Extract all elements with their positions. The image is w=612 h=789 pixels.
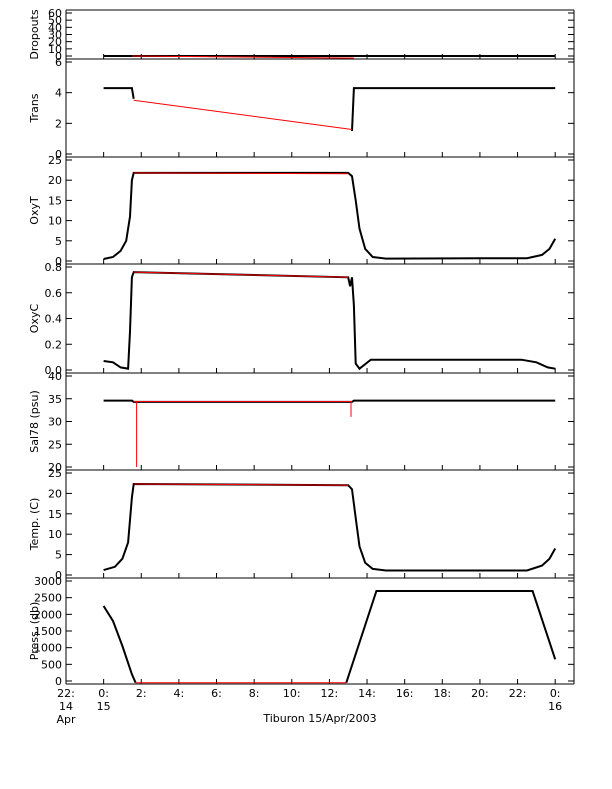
- x-tick-label: 16:: [396, 687, 414, 700]
- interpolated-series-line: [131, 55, 354, 59]
- y-tick-label: 40: [48, 370, 62, 383]
- y-tick-label: 5: [55, 235, 62, 248]
- y-tick-label: 5: [55, 549, 62, 562]
- y-tick-label: 6: [55, 56, 62, 69]
- y-tick-label: 0: [55, 255, 62, 268]
- x-tick-label: 16: [548, 700, 562, 713]
- panel-press-db-: 0 500 1000 1500 2000 2500 3000 Press. (db): [28, 575, 575, 688]
- y-tick-label: 1500: [34, 625, 62, 638]
- y-tick-label: 0: [55, 675, 62, 688]
- y-axis-title: Temp. (C): [28, 498, 41, 552]
- interpolated-series-line: [133, 172, 349, 175]
- interpolated-series-line: [133, 99, 353, 130]
- y-tick-label: 0: [55, 148, 62, 161]
- y-tick-label: 30: [48, 416, 62, 429]
- panel-trans: 0 2 4 6 Trans: [28, 56, 575, 161]
- x-tick-label: 10:: [283, 687, 301, 700]
- panel-oxyt: 0 5 10 15 20 25 OxyT: [28, 154, 575, 268]
- y-tick-label: 20: [48, 174, 62, 187]
- y-tick-label: 20: [48, 461, 62, 474]
- y-tick-label: 30: [48, 29, 62, 42]
- x-tick-label: 14: [59, 700, 73, 713]
- x-tick-label: 8:: [249, 687, 260, 700]
- y-tick-label: 60: [48, 7, 62, 20]
- y-tick-label: 1000: [34, 642, 62, 655]
- y-axis-title: OxyC: [28, 304, 41, 334]
- y-tick-label: 35: [48, 393, 62, 406]
- y-tick-label: 2500: [34, 592, 62, 605]
- y-axis-title: Press. (db): [28, 602, 41, 661]
- x-tick-label: 22:: [509, 687, 527, 700]
- panel-sal78-psu-: 20 25 30 35 40 Sal78 (psu): [28, 370, 575, 474]
- interpolated-series-line: [133, 271, 349, 278]
- data-series-line: [102, 605, 137, 684]
- y-tick-label: 4: [55, 87, 62, 100]
- x-tick-label: 2:: [136, 687, 147, 700]
- data-series-line: [103, 271, 556, 371]
- x-tick-label: 6:: [211, 687, 222, 700]
- y-tick-label: 10: [48, 528, 62, 541]
- x-tick-label: Apr: [56, 713, 76, 726]
- y-tick-label: 25: [48, 467, 62, 480]
- x-tick-label: 18:: [433, 687, 451, 700]
- data-series-line: [103, 482, 557, 572]
- y-tick-label: 0.8: [45, 261, 63, 274]
- panel-temp-c-: 0 5 10 15 20 25 Temp. (C): [28, 467, 575, 582]
- x-tick-label: 4:: [174, 687, 185, 700]
- y-axis-title: Dropouts: [28, 9, 41, 59]
- y-tick-label: 50: [48, 14, 62, 27]
- data-series-line: [103, 87, 135, 99]
- x-tick-label: 0:: [98, 687, 109, 700]
- y-axis-title: OxyT: [28, 196, 41, 225]
- y-tick-label: 2000: [34, 608, 62, 621]
- x-tick-label: 14:: [358, 687, 376, 700]
- figure-caption: Tiburon 15/Apr/2003: [262, 712, 376, 725]
- panel-oxyc: 0.0 0.2 0.4 0.6 0.8 OxyC: [28, 261, 575, 377]
- y-tick-label: 10: [48, 215, 62, 228]
- y-tick-label: 25: [48, 154, 62, 167]
- y-tick-label: 0: [55, 50, 62, 63]
- x-tick-label: 22:: [57, 687, 75, 700]
- y-tick-label: 0.2: [45, 338, 63, 351]
- interpolated-series-line: [133, 483, 349, 486]
- y-tick-label: 10: [48, 43, 62, 56]
- y-tick-label: 0.0: [45, 364, 63, 377]
- y-axis-title: Sal78 (psu): [28, 390, 41, 453]
- y-tick-label: 0.6: [45, 287, 63, 300]
- x-tick-label: 20:: [471, 687, 489, 700]
- y-tick-label: 0: [55, 569, 62, 582]
- y-tick-label: 20: [48, 36, 62, 49]
- data-series-line: [345, 590, 557, 684]
- y-tick-label: 15: [48, 508, 62, 521]
- panels-group: 0102030405060Dropouts0246Trans0510152025…: [28, 7, 575, 688]
- data-series-line: [351, 87, 556, 132]
- y-tick-label: 3000: [34, 575, 62, 588]
- y-tick-label: 2: [55, 117, 62, 130]
- y-tick-label: 20: [48, 487, 62, 500]
- y-tick-label: 25: [48, 438, 62, 451]
- y-axis-title: Trans: [28, 93, 41, 123]
- data-series-line: [103, 171, 557, 260]
- y-tick-label: 15: [48, 194, 62, 207]
- x-tick-label: 0:: [550, 687, 561, 700]
- y-tick-label: 40: [48, 21, 62, 34]
- y-tick-label: 0.4: [45, 313, 63, 326]
- y-tick-label: 500: [41, 658, 62, 671]
- x-tick-label: 12:: [321, 687, 339, 700]
- x-tick-label: 15: [97, 700, 111, 713]
